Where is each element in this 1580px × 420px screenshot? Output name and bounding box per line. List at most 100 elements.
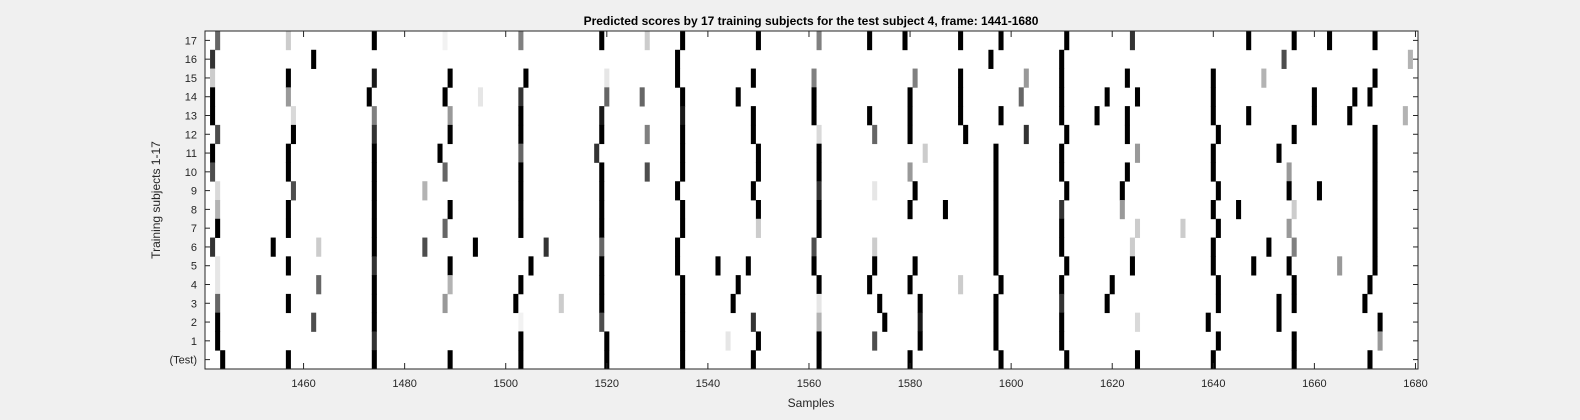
heatmap-cell	[816, 200, 822, 220]
heatmap-cell	[311, 49, 317, 69]
heatmap-cell	[816, 275, 822, 295]
heatmap-cell	[594, 143, 600, 163]
heatmap-cell	[1261, 68, 1267, 88]
heatmap-cell	[442, 218, 448, 238]
heatmap-cell	[816, 181, 822, 201]
heatmap-cell	[1064, 350, 1070, 370]
heatmap-cell	[1129, 237, 1135, 257]
heatmap-cell	[523, 68, 529, 88]
y-axis: 17 16 15 14 13 12 11 10 9 8 7 6 5 4 3 2 1 (Test)	[170, 35, 1418, 367]
heatmap-cell	[518, 275, 524, 295]
heatmap-cell	[993, 237, 999, 257]
heatmap-cell	[750, 68, 756, 88]
heatmap-cell	[1134, 350, 1141, 370]
heatmap-cell	[472, 237, 478, 257]
heatmap-cell	[755, 143, 761, 163]
heatmap-cell	[1104, 293, 1110, 314]
heatmap-cell	[1210, 162, 1216, 182]
heatmap-cell	[1291, 237, 1297, 257]
heatmap-cell	[1059, 331, 1065, 351]
heatmap-cell	[1119, 181, 1125, 201]
heatmap-cell	[1124, 106, 1130, 126]
heatmap-cell	[599, 237, 605, 257]
heatmap-cell	[447, 68, 453, 88]
heatmap-cell	[1059, 200, 1065, 220]
heatmap-cell	[215, 124, 221, 145]
heatmap-cell	[1134, 218, 1141, 238]
heatmap-cell	[371, 124, 377, 145]
y-tick-label: 4	[191, 280, 197, 292]
heatmap-cell	[867, 31, 873, 51]
heatmap-cell	[290, 181, 296, 201]
heatmap-cell	[1059, 106, 1065, 126]
heatmap-cell	[1372, 68, 1378, 88]
x-tick-label: 1460	[291, 378, 315, 390]
heatmap-cell	[1367, 275, 1373, 295]
heatmap-cell	[215, 256, 221, 276]
heatmap-cell	[1094, 106, 1100, 126]
y-tick-label: 9	[191, 186, 197, 198]
heatmap-cell	[1064, 181, 1070, 201]
heatmap-cell	[993, 143, 999, 163]
heatmap-cell	[1210, 143, 1216, 163]
plot-frame	[204, 30, 1419, 370]
heatmap-cell	[1291, 275, 1297, 295]
heatmap-cell	[1367, 350, 1373, 370]
heatmap-cell	[604, 87, 610, 107]
heatmap-cell	[907, 124, 913, 145]
heatmap-cell	[447, 106, 453, 126]
heatmap-cell	[437, 143, 443, 163]
heatmap-cell	[750, 106, 756, 126]
x-tick-label: 1660	[1302, 378, 1326, 390]
heatmap-cell	[528, 256, 534, 276]
heatmap-cell	[210, 106, 216, 126]
heatmap-cell	[963, 124, 969, 145]
heatmap-cell	[215, 312, 221, 332]
heatmap-cell	[371, 106, 377, 126]
heatmap-cell	[958, 68, 964, 88]
heatmap-cell	[215, 275, 221, 295]
heatmap-cell	[867, 106, 873, 126]
heatmap-cell	[755, 331, 761, 351]
heatmap-cell	[518, 106, 524, 126]
heatmap-cell	[907, 87, 913, 107]
heatmap-cell	[316, 275, 322, 295]
heatmap-cell	[1215, 275, 1221, 295]
heatmap-cell	[285, 256, 291, 276]
heatmap-cell	[1023, 124, 1029, 145]
heatmap-cell	[675, 256, 681, 276]
heatmap-cell	[285, 218, 291, 238]
heatmap-cell	[599, 218, 605, 238]
y-tick-label: 10	[185, 167, 197, 179]
heatmap-cell	[680, 218, 686, 238]
heatmap-cell	[1210, 256, 1216, 276]
heatmap-cell	[599, 293, 605, 314]
heatmap-cell	[1352, 87, 1358, 107]
heatmap-cell	[675, 68, 681, 88]
heatmap-cell	[1372, 237, 1378, 257]
heatmap-cell	[210, 68, 216, 88]
heatmap-cell	[604, 350, 610, 370]
heatmap-cell	[1266, 237, 1272, 257]
heatmap-cell	[993, 162, 999, 182]
heatmap-cell	[1291, 331, 1297, 351]
heatmap-cell	[725, 331, 731, 351]
x-tick-label: 1480	[392, 378, 416, 390]
y-tick-label: 11	[186, 148, 197, 160]
heatmap-cell	[1377, 312, 1383, 332]
heatmap-cell	[1372, 256, 1378, 276]
x-axis: 1460 1480 1500 1520 1540 1560 1580 1600 1620 1640…	[291, 31, 1428, 390]
heatmap-cell	[1246, 31, 1252, 51]
heatmap-cell	[750, 350, 756, 370]
heatmap-cell	[1215, 331, 1221, 351]
heatmap-cell	[993, 331, 999, 351]
heatmap-cell	[639, 87, 645, 107]
heatmap-cell	[917, 293, 923, 314]
heatmap-cell	[730, 293, 736, 314]
y-tick-label: 7	[191, 223, 197, 235]
heatmap-cell	[680, 350, 686, 370]
heatmap-cell	[680, 162, 686, 182]
heatmap-cell	[1347, 106, 1353, 126]
heatmap-cells	[210, 31, 1413, 370]
heatmap-cell	[442, 87, 448, 107]
